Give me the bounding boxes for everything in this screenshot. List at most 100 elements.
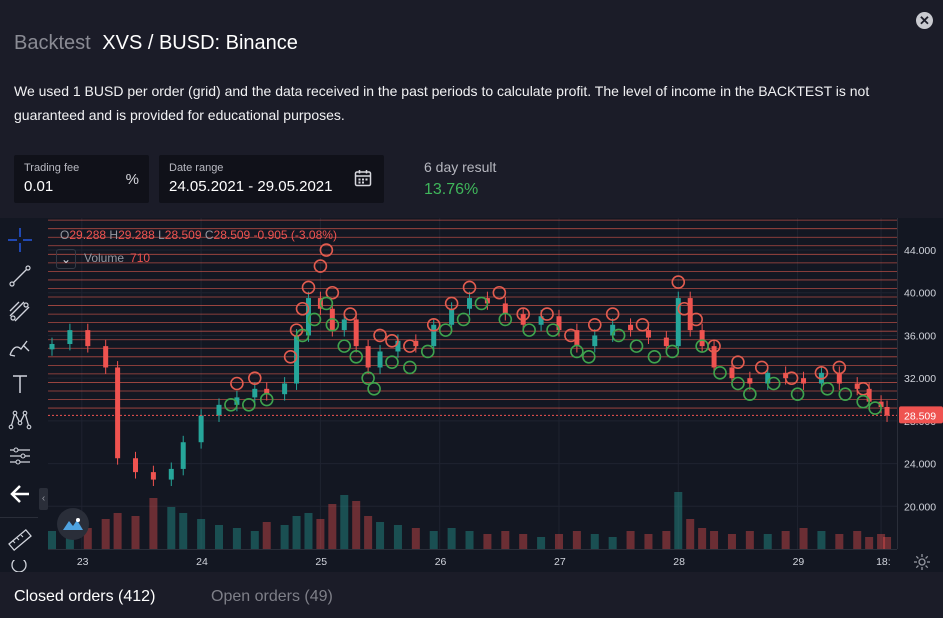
buy-markers — [224, 296, 882, 415]
trend-line-icon — [9, 265, 31, 287]
sell-order-marker — [814, 366, 829, 380]
volume-bar — [113, 513, 122, 549]
candle-body — [103, 346, 109, 368]
price-tick-label: 44.000 — [904, 245, 936, 257]
volume-bar — [781, 531, 790, 549]
ruler-icon — [8, 528, 32, 552]
sell-order-marker — [689, 312, 703, 327]
volume-bar — [763, 534, 772, 549]
volume-bar — [352, 501, 361, 549]
ruler-tool[interactable] — [6, 526, 34, 554]
sell-order-marker — [462, 280, 477, 295]
current-price-label: 28.509 — [904, 410, 936, 422]
measure-tool[interactable] — [6, 442, 34, 470]
buy-order-marker — [259, 392, 274, 407]
volume-bar — [799, 528, 808, 549]
price-tick-label: 36.000 — [904, 330, 936, 342]
chart-plot-area[interactable] — [48, 218, 897, 549]
buy-order-marker — [570, 344, 584, 359]
volume-bar — [853, 531, 862, 549]
price-axis[interactable]: 44.00040.00036.00032.00028.00024.00020.0… — [897, 218, 943, 549]
close-button[interactable]: ✕ — [916, 12, 933, 29]
sell-order-marker — [492, 285, 507, 300]
candle-body — [282, 383, 288, 395]
buy-order-marker — [713, 366, 727, 380]
brush-icon — [9, 340, 30, 357]
pattern-icon — [8, 410, 32, 430]
trading-fee-field[interactable]: Trading fee 0.01 % — [14, 155, 149, 203]
volume-bar — [250, 531, 259, 549]
description-text: We used 1 BUSD per order (grid) and the … — [14, 83, 870, 123]
result-label: 6 day result — [424, 159, 497, 175]
fib-tool[interactable] — [6, 298, 34, 326]
volume-bar — [328, 504, 337, 549]
collapse-toolbar-button[interactable]: ‹ — [39, 488, 48, 510]
sell-order-marker — [301, 280, 316, 295]
orders-tabs: Closed orders (412) Open orders (49) — [0, 572, 943, 618]
tab-open-orders[interactable]: Open orders (49) — [211, 588, 333, 605]
zoom-tool[interactable] — [6, 560, 34, 572]
sell-order-marker — [403, 339, 417, 353]
crosshair-tool[interactable] — [6, 226, 34, 254]
candle-body — [711, 346, 717, 368]
close-label: C — [204, 228, 214, 242]
pattern-tool[interactable] — [6, 406, 34, 434]
trend-line-tool[interactable] — [6, 262, 34, 290]
buy-order-marker — [647, 350, 662, 364]
buy-order-marker — [367, 382, 381, 396]
chart-settings-button[interactable] — [913, 553, 931, 576]
tradingview-logo[interactable] — [57, 508, 89, 540]
collapse-legend-button[interactable]: ⌄ — [56, 249, 76, 269]
sell-order-marker — [343, 307, 358, 321]
buy-order-marker — [838, 387, 853, 401]
date-range-field[interactable]: Date range 24.05.2021 - 29.05.2021 — [159, 155, 384, 203]
volume-bar — [197, 519, 206, 549]
calendar-icon[interactable] — [354, 169, 372, 192]
buy-order-marker — [349, 350, 363, 364]
volume-bar — [608, 537, 617, 549]
open-value: 29.288 — [69, 228, 107, 242]
text-tool[interactable] — [6, 370, 34, 398]
chevron-down-icon: ⌄ — [60, 252, 72, 266]
volume-bar — [83, 528, 92, 549]
candle-body — [85, 330, 91, 347]
sell-order-marker — [313, 259, 328, 273]
back-arrow-tool[interactable] — [6, 480, 34, 508]
candle-body — [234, 397, 240, 405]
buy-order-marker — [361, 371, 375, 385]
sell-order-marker — [635, 317, 650, 332]
candle-body — [866, 388, 872, 402]
volume-bar — [316, 519, 325, 549]
buy-order-marker — [438, 323, 453, 337]
sell-order-marker — [564, 328, 578, 343]
high-label: H — [109, 228, 119, 242]
date-range-input[interactable]: 24.05.2021 - 29.05.2021 — [169, 178, 333, 195]
buy-order-marker — [385, 355, 399, 369]
volume-bar — [292, 516, 301, 549]
trading-fee-label: Trading fee — [24, 162, 80, 174]
volume-bar — [376, 522, 385, 549]
candle-body — [365, 346, 371, 368]
brush-tool[interactable] — [6, 334, 34, 362]
volume-bar — [835, 534, 844, 549]
tab-closed-orders[interactable]: Closed orders (412) — [14, 588, 156, 605]
buy-order-marker — [695, 339, 709, 353]
volume-bar — [465, 531, 474, 549]
trading-fee-input[interactable]: 0.01 — [24, 178, 54, 195]
buy-order-marker — [790, 387, 805, 401]
horizontal-gridlines — [48, 249, 897, 507]
volume-bars — [48, 492, 892, 549]
sell-order-marker — [247, 371, 262, 385]
candle-body — [645, 330, 651, 338]
volume-bar — [519, 534, 528, 549]
buy-order-marker — [766, 376, 781, 391]
price-chart[interactable]: ‹ O29.288 H29.288 L28.509 C28.509 -0.905… — [0, 218, 943, 572]
result-value: 13.76% — [424, 181, 479, 198]
volume-bar — [501, 531, 510, 549]
price-tick-label: 40.000 — [904, 288, 936, 300]
time-tick-label: 29 — [793, 556, 805, 568]
time-axis[interactable]: 23 24 25 26 27 28 29 18: — [48, 549, 897, 572]
buy-order-marker — [522, 323, 536, 337]
measure-icon — [10, 447, 30, 465]
